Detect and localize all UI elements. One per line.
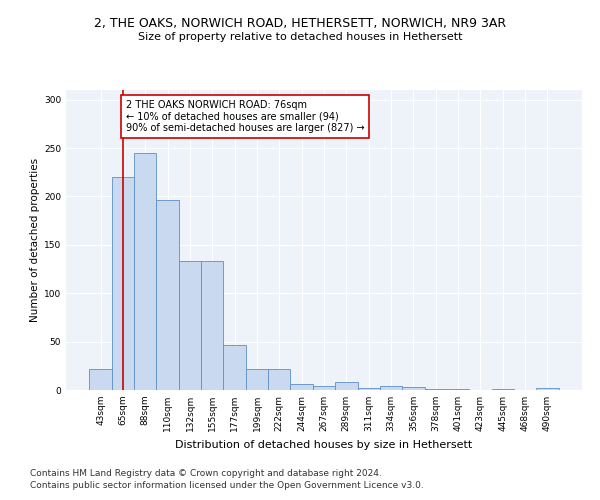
Bar: [447, 389, 469, 390]
Bar: [268, 368, 290, 390]
Bar: [402, 387, 425, 390]
Bar: [290, 384, 313, 390]
Bar: [425, 389, 447, 390]
Bar: [112, 177, 134, 390]
Text: Contains HM Land Registry data © Crown copyright and database right 2024.: Contains HM Land Registry data © Crown c…: [30, 468, 382, 477]
Text: 2, THE OAKS, NORWICH ROAD, HETHERSETT, NORWICH, NR9 3AR: 2, THE OAKS, NORWICH ROAD, HETHERSETT, N…: [94, 18, 506, 30]
Text: 2 THE OAKS NORWICH ROAD: 76sqm
← 10% of detached houses are smaller (94)
90% of : 2 THE OAKS NORWICH ROAD: 76sqm ← 10% of …: [125, 100, 364, 133]
Bar: [157, 200, 179, 390]
Bar: [134, 153, 157, 390]
Bar: [89, 368, 112, 390]
Bar: [313, 386, 335, 390]
Bar: [358, 388, 380, 390]
Bar: [335, 382, 358, 390]
Text: Size of property relative to detached houses in Hethersett: Size of property relative to detached ho…: [138, 32, 462, 42]
Bar: [380, 386, 402, 390]
Bar: [491, 389, 514, 390]
Bar: [246, 368, 268, 390]
Text: Contains public sector information licensed under the Open Government Licence v3: Contains public sector information licen…: [30, 481, 424, 490]
Bar: [201, 262, 223, 390]
Y-axis label: Number of detached properties: Number of detached properties: [30, 158, 40, 322]
X-axis label: Distribution of detached houses by size in Hethersett: Distribution of detached houses by size …: [175, 440, 473, 450]
Bar: [223, 344, 246, 390]
Bar: [179, 262, 201, 390]
Bar: [536, 388, 559, 390]
